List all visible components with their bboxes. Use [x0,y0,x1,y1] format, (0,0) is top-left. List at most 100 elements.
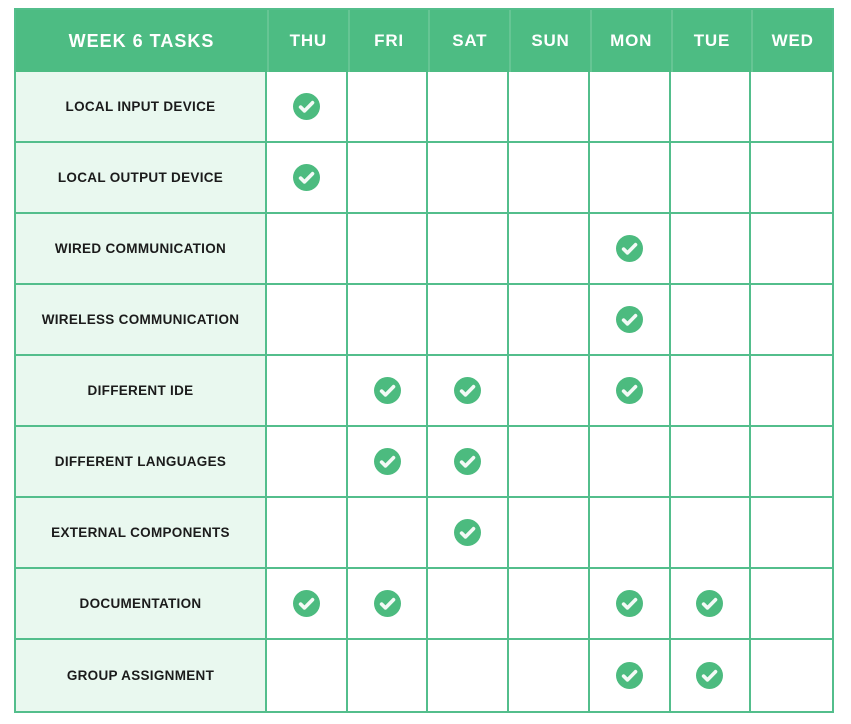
check-circle-icon [454,448,482,475]
column-header-mon: MON [589,10,671,72]
table-row: LOCAL OUTPUT DEVICE [16,143,832,214]
task-label: WIRED COMMUNICATION [16,214,267,285]
day-cell-fri [347,498,429,569]
check-circle-icon [454,377,482,404]
check-circle-icon [292,93,320,120]
day-cell-mon [589,356,671,427]
table-title: WEEK 6 TASKS [68,30,215,51]
day-cell-mon [589,214,671,285]
day-cell-fri [347,143,429,214]
day-cell-sat [428,498,510,569]
day-cell-tue [670,214,752,285]
day-cell-wed [751,356,832,427]
table-row: GROUP ASSIGNMENT [16,640,832,711]
day-cell-sat [428,143,510,214]
day-cell-sun [509,427,590,498]
day-cell-sat [428,569,510,640]
day-cell-wed [751,569,832,640]
table-row: DIFFERENT IDE [16,356,832,427]
column-header-tue: TUE [670,10,752,72]
day-cell-sun [509,640,590,711]
day-cell-sun [509,569,590,640]
day-cell-fri [347,356,429,427]
column-header-sun: SUN [509,10,590,72]
day-cell-sun [509,143,590,214]
column-header-thu: THU [267,10,348,72]
day-cell-tue [670,356,752,427]
day-cell-sun [509,498,590,569]
day-cell-mon [589,143,671,214]
day-cell-thu [267,569,348,640]
task-label: DIFFERENT LANGUAGES [16,427,267,498]
day-cell-sat [428,640,510,711]
check-circle-icon [696,590,724,617]
column-header-sat: SAT [428,10,509,72]
task-label: WIRELESS COMMUNICATION [16,285,267,356]
day-cell-tue [670,72,752,143]
day-cell-mon [589,498,671,569]
day-cell-sat [428,214,510,285]
day-cell-wed [751,640,832,711]
check-circle-icon [615,235,643,262]
task-label: DOCUMENTATION [16,569,267,640]
day-cell-thu [267,427,348,498]
day-cell-mon [589,72,671,143]
day-cell-fri [347,72,429,143]
day-cell-thu [267,498,348,569]
check-circle-icon [615,306,643,333]
day-cell-tue [670,569,752,640]
task-label: EXTERNAL COMPONENTS [16,498,267,569]
check-circle-icon [292,590,320,617]
day-cell-sun [509,356,590,427]
task-label: DIFFERENT IDE [16,356,267,427]
day-cell-sat [428,72,510,143]
day-cell-thu [267,285,348,356]
header-row: WEEK 6 TASKS THU FRI SAT SUN MON TUE WED [16,10,832,72]
day-cell-sun [509,72,590,143]
task-label: LOCAL INPUT DEVICE [16,72,267,143]
day-cell-thu [267,214,348,285]
check-circle-icon [373,448,401,475]
day-cell-fri [347,640,429,711]
day-cell-fri [347,569,429,640]
day-cell-thu [267,356,348,427]
table-row: LOCAL INPUT DEVICE [16,72,832,143]
check-circle-icon [373,590,401,617]
check-circle-icon [454,519,482,546]
day-cell-mon [589,285,671,356]
day-cell-fri [347,285,429,356]
day-cell-tue [670,285,752,356]
table-row: DIFFERENT LANGUAGES [16,427,832,498]
day-cell-mon [589,427,671,498]
check-circle-icon [615,377,643,404]
table-body: LOCAL INPUT DEVICE LOCAL OUTPUT DEVICE WIR… [16,72,832,711]
day-cell-tue [670,427,752,498]
day-cell-wed [751,72,832,143]
weekly-task-tracker-table: WEEK 6 TASKS THU FRI SAT SUN MON TUE WED LOCAL… [14,8,834,713]
task-label: LOCAL OUTPUT DEVICE [16,143,267,214]
check-circle-icon [615,590,643,617]
check-circle-icon [696,662,724,689]
day-cell-thu [267,143,348,214]
column-header-wed: WED [751,10,832,72]
table-row: WIRELESS COMMUNICATION [16,285,832,356]
day-cell-wed [751,285,832,356]
day-cell-tue [670,143,752,214]
day-cell-mon [589,569,671,640]
column-header-fri: FRI [347,10,429,72]
check-circle-icon [373,377,401,404]
day-cell-sat [428,356,510,427]
check-circle-icon [615,662,643,689]
day-cell-sat [428,427,510,498]
day-cell-tue [670,640,752,711]
day-cell-fri [347,427,429,498]
day-cell-fri [347,214,429,285]
day-cell-tue [670,498,752,569]
day-cell-sun [509,285,590,356]
day-cell-wed [751,498,832,569]
table-row: WIRED COMMUNICATION [16,214,832,285]
table-row: EXTERNAL COMPONENTS [16,498,832,569]
day-cell-wed [751,427,832,498]
task-label: GROUP ASSIGNMENT [16,640,267,711]
day-cell-thu [267,72,348,143]
